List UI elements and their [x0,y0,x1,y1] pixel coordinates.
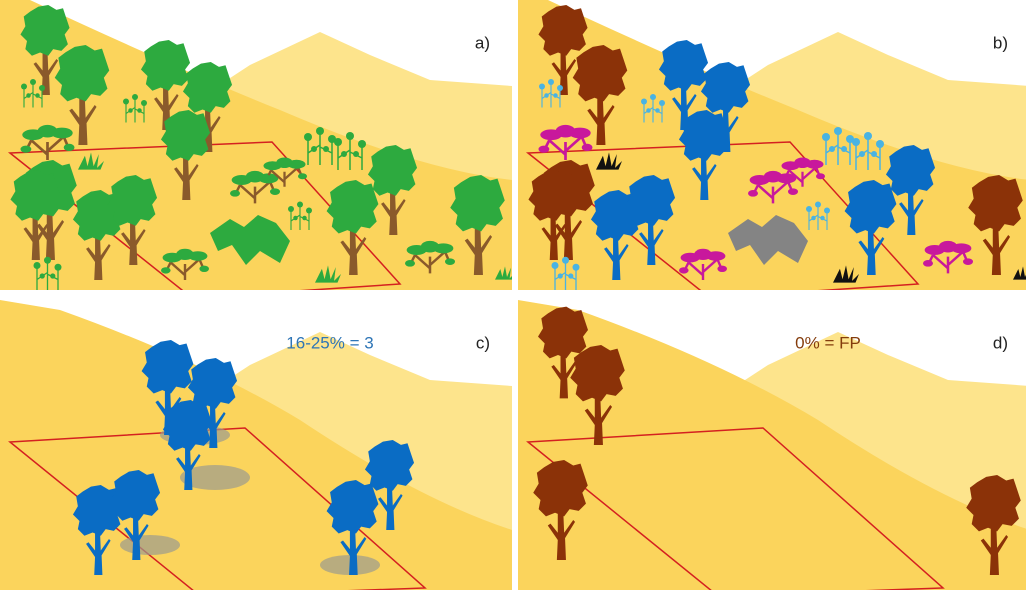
shadow [180,465,250,490]
near-hill [518,300,1026,590]
panel: d) 0% = FP [518,300,1026,590]
panel-label: b) [993,33,1008,52]
panel: b) [518,0,1026,290]
panel-label: c) [476,333,490,352]
panel: c) 16-25% = 3 [0,300,512,590]
panel: a) [0,0,512,290]
plot-outline [526,427,945,590]
panel-annotation: 16-25% = 3 [286,333,373,352]
panel-label: d) [993,333,1008,352]
panel-label: a) [475,33,490,52]
panel-annotation: 0% = FP [795,333,861,352]
shadow [120,535,180,555]
